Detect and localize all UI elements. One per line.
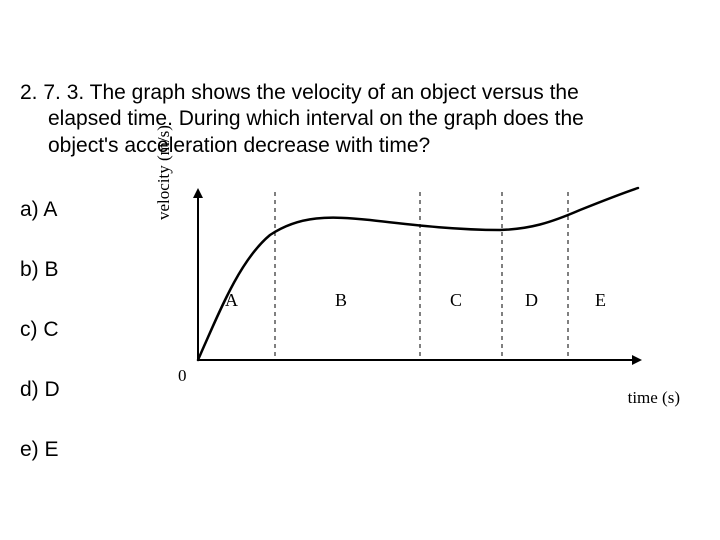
x-axis-label: time (s) xyxy=(628,388,680,408)
region-label-a: A xyxy=(225,290,238,311)
graph-svg xyxy=(160,180,660,380)
region-label-b: B xyxy=(335,290,347,311)
region-label-e: E xyxy=(595,290,606,311)
question-block: 2. 7. 3. The graph shows the velocity of… xyxy=(20,80,680,159)
question-line-3: object's acceleration decrease with time… xyxy=(48,133,680,159)
origin-label: 0 xyxy=(178,366,187,386)
option-c[interactable]: c) C xyxy=(20,318,59,342)
option-b[interactable]: b) B xyxy=(20,258,59,282)
option-a[interactable]: a) A xyxy=(20,198,57,222)
question-line-2: elapsed time. During which interval on t… xyxy=(48,106,680,132)
option-e[interactable]: e) E xyxy=(20,438,59,462)
y-axis-label: velocity (m/s) xyxy=(154,125,174,220)
region-label-c: C xyxy=(450,290,462,311)
question-line-1: 2. 7. 3. The graph shows the velocity of… xyxy=(20,80,680,106)
region-label-d: D xyxy=(525,290,538,311)
option-d[interactable]: d) D xyxy=(20,378,60,402)
velocity-graph: velocity (m/s) time (s) 0 ABCDE xyxy=(160,180,660,400)
